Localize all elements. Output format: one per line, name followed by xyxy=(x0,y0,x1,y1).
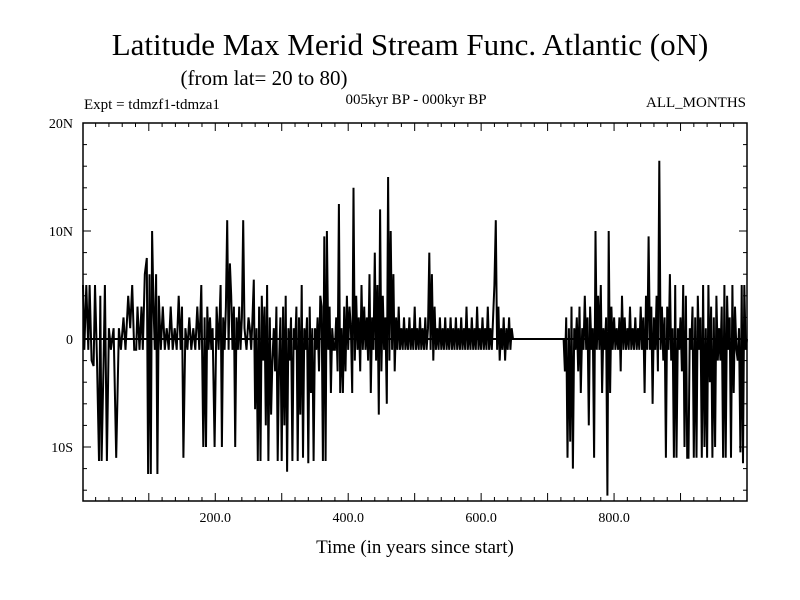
y-tick-labels: 20N 10N 0 10S xyxy=(49,117,73,456)
y-tick-label: 20N xyxy=(49,117,73,132)
data-series-line xyxy=(82,160,748,496)
x-tick-label: 600.0 xyxy=(465,511,497,526)
experiment-label: Expt = tdmzf1-tdmza1 xyxy=(84,97,220,113)
x-tick-label: 400.0 xyxy=(332,511,364,526)
plot-frame xyxy=(82,122,748,502)
chart-title: Latitude Max Merid Stream Func. Atlantic… xyxy=(112,27,709,62)
x-tick-label: 200.0 xyxy=(200,511,232,526)
y-tick-label: 10N xyxy=(49,225,73,240)
chart-subtitle: (from lat= 20 to 80) xyxy=(181,66,348,90)
x-axis-title: Time (in years since start) xyxy=(316,537,514,558)
period-label: 005kyr BP - 000kyr BP xyxy=(345,92,486,108)
y-tick-label: 0 xyxy=(66,333,73,348)
y-tick-label: 10S xyxy=(51,441,73,456)
x-tick-labels: 200.0 400.0 600.0 800.0 xyxy=(200,511,630,526)
months-label: ALL_MONTHS xyxy=(646,95,746,111)
x-tick-label: 800.0 xyxy=(598,511,630,526)
